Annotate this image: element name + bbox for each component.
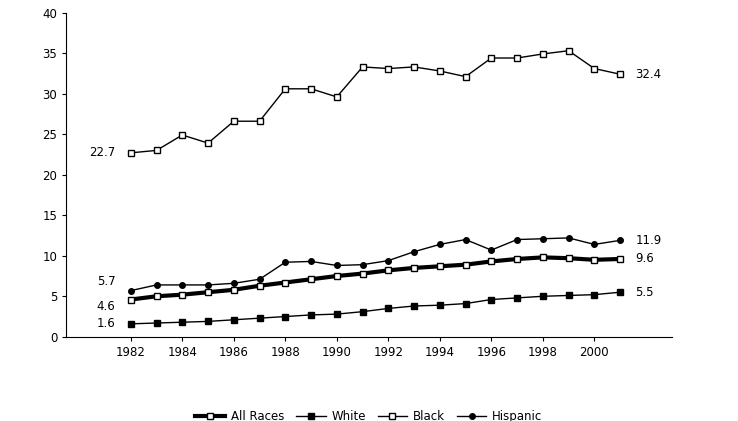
Text: 5.7: 5.7	[97, 275, 115, 288]
Text: 22.7: 22.7	[89, 147, 115, 159]
Text: 11.9: 11.9	[635, 234, 662, 247]
Legend: All Races, White, Black, Hispanic: All Races, White, Black, Hispanic	[190, 406, 548, 421]
Text: 5.5: 5.5	[635, 286, 654, 299]
Text: 32.4: 32.4	[635, 68, 662, 81]
Text: 4.6: 4.6	[97, 300, 115, 313]
Text: 1.6: 1.6	[97, 317, 115, 330]
Text: 9.6: 9.6	[635, 253, 655, 266]
